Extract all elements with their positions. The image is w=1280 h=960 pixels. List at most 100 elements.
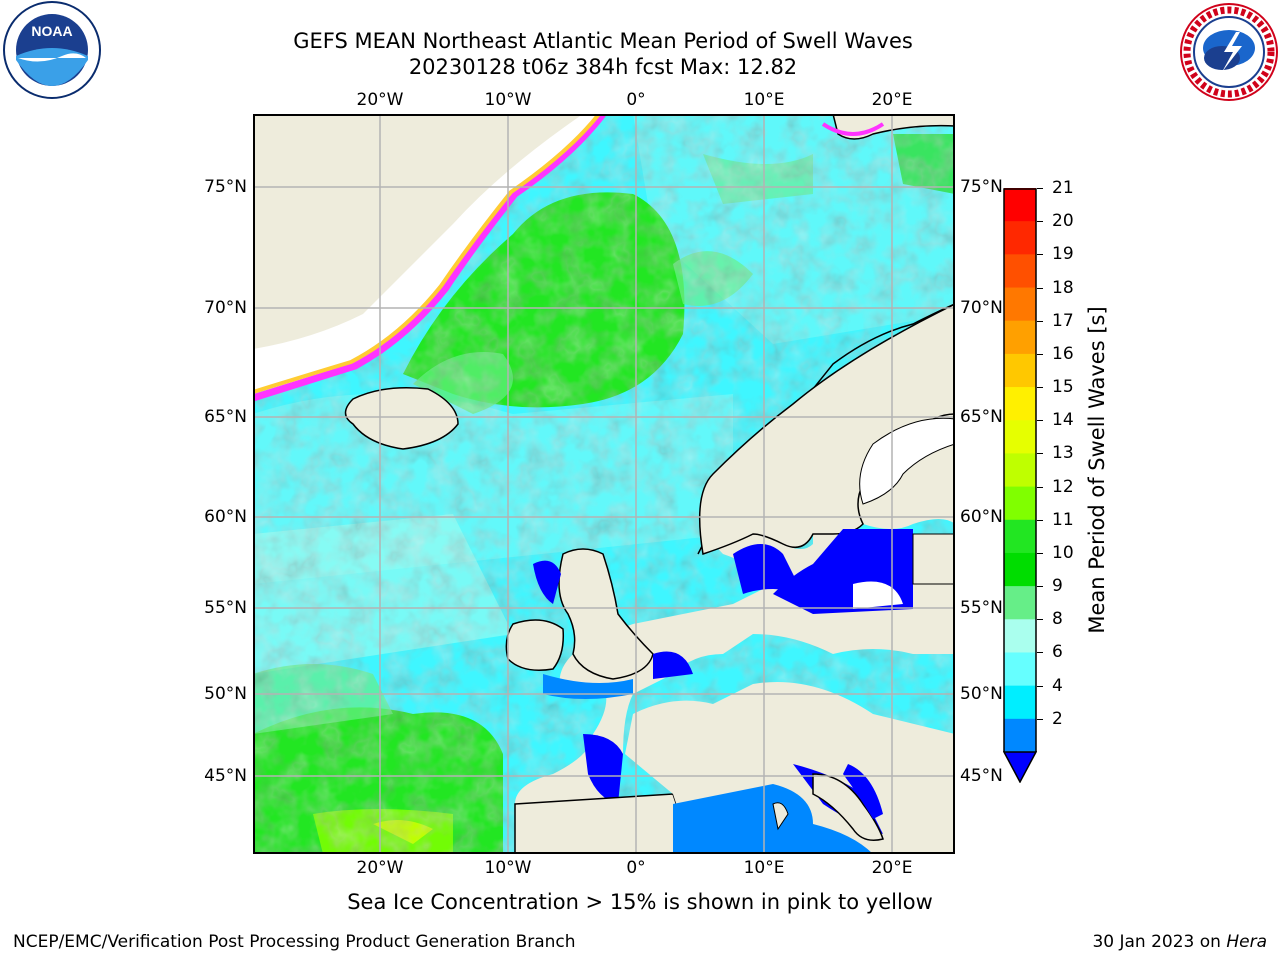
noaa-logo-text: NOAA	[31, 23, 72, 39]
land-great-britain	[558, 548, 654, 680]
colorbar-tick-mark	[1037, 486, 1043, 488]
colorbar-tick-label: 12	[1052, 476, 1074, 497]
colorbar-tick-mark	[1037, 420, 1043, 422]
colorbar-segment	[1004, 254, 1036, 289]
lon-tick-top: 20°W	[356, 90, 404, 110]
colorbar-tick-label: 16	[1052, 343, 1074, 364]
colorbar-segment	[1004, 353, 1036, 388]
colorbar-segment	[1004, 552, 1036, 587]
colorbar-segment	[1004, 685, 1036, 720]
footer-date: 30 Jan 2023 on	[1092, 932, 1227, 952]
colorbar-segment	[1004, 320, 1036, 355]
graticule	[253, 114, 955, 854]
colorbar-tick-label: 10	[1052, 542, 1074, 563]
colorbar-tick-mark	[1037, 519, 1043, 521]
colorbar-tick-mark	[1037, 453, 1043, 455]
colorbar-tick-label: 11	[1052, 509, 1074, 530]
footer-timestamp: 30 Jan 2023 on Hera	[1092, 932, 1267, 952]
map-panel	[253, 114, 955, 854]
sea-ice-note: Sea Ice Concentration > 15% is shown in …	[347, 890, 933, 914]
map-plot	[253, 114, 955, 854]
colorbar-segment	[1004, 718, 1036, 753]
lat-tick-left: 65°N	[204, 407, 247, 427]
colorbar-segment	[1004, 287, 1036, 322]
colorbar-tick-mark	[1037, 652, 1043, 654]
colorbar-tick-mark	[1037, 254, 1043, 256]
footer-host: Hera	[1226, 932, 1267, 952]
colorbar-tick-mark	[1037, 619, 1043, 621]
lon-tick-bottom: 10°W	[484, 858, 532, 878]
colorbar-segment	[1004, 519, 1036, 554]
lon-tick-top: 10°E	[743, 90, 785, 110]
chart-title-line2: 20230128 t06z 384h fcst Max: 12.82	[408, 55, 798, 79]
colorbar-tick-label: 14	[1052, 410, 1074, 431]
colorbar-tick-label: 19	[1052, 244, 1074, 265]
colorbar-tick-label: 18	[1052, 277, 1074, 298]
lat-tick-right: 70°N	[960, 298, 1003, 318]
colorbar-tick-label: 21	[1052, 178, 1074, 198]
land-ireland	[505, 619, 565, 671]
lon-tick-bottom: 0°	[626, 858, 646, 878]
colorbar-tick-label: 17	[1052, 310, 1074, 331]
colorbar-label: Mean Period of Swell Waves [s]	[1085, 306, 1109, 634]
noaa-logo: NOAA	[0, 0, 104, 104]
colorbar-ticks: 21 20 19 18 17 16 15 14 13 12 11 10 9 8 6 4 2	[1037, 178, 1092, 778]
colorbar-tick-mark	[1037, 221, 1043, 223]
colorbar-tick-mark	[1037, 387, 1043, 389]
colorbar-segment	[1004, 387, 1036, 421]
lat-tick-left: 75°N	[204, 177, 247, 197]
mediterranean-low-period	[673, 784, 873, 854]
lon-tick-bottom: 20°W	[356, 858, 404, 878]
lon-tick-bottom: 20°E	[871, 858, 913, 878]
colorbar-tick-label: 8	[1052, 609, 1063, 630]
colorbar-tick-mark	[1037, 188, 1043, 189]
nws-logo	[1178, 2, 1280, 102]
lat-tick-right: 60°N	[960, 507, 1003, 527]
colorbar-tick-mark	[1037, 552, 1043, 554]
colorbar-tick-label: 15	[1052, 377, 1074, 398]
lat-tick-right: 45°N	[960, 766, 1003, 786]
chart-title-line1: GEFS MEAN Northeast Atlantic Mean Period…	[293, 29, 913, 53]
colorbar-tick-mark	[1037, 718, 1043, 720]
colorbar-tick-mark	[1037, 586, 1043, 588]
colorbar-tick-mark	[1037, 287, 1043, 289]
colorbar	[1003, 188, 1037, 783]
colorbar-segment	[1004, 188, 1036, 222]
colorbar-segment	[1004, 486, 1036, 521]
footer-credit: NCEP/EMC/Verification Post Processing Pr…	[13, 932, 576, 952]
lon-tick-top: 10°W	[484, 90, 532, 110]
colorbar-segment	[1004, 420, 1036, 454]
lon-tick-top: 20°E	[871, 90, 913, 110]
noaa-logo-icon: NOAA	[3, 1, 101, 99]
lat-tick-right: 50°N	[960, 684, 1003, 704]
lat-tick-right: 75°N	[960, 177, 1003, 197]
land-iberia	[514, 793, 694, 854]
colorbar-tick-label: 13	[1052, 443, 1074, 464]
lat-tick-right: 55°N	[960, 598, 1003, 618]
colorbar-tick-mark	[1037, 320, 1043, 322]
colorbar-under-arrow	[1003, 751, 1037, 783]
colorbar-tick-label: 6	[1052, 642, 1063, 663]
nws-logo-icon	[1180, 3, 1278, 101]
map-frame	[253, 114, 955, 854]
colorbar-tick-label: 20	[1052, 211, 1074, 232]
colorbar-tick-label: 2	[1052, 708, 1063, 729]
lat-tick-left: 70°N	[204, 298, 247, 318]
lat-tick-left: 55°N	[204, 598, 247, 618]
colorbar-segment	[1004, 652, 1036, 687]
colorbar-segment	[1004, 453, 1036, 488]
colorbar-tick-mark	[1037, 353, 1043, 355]
lat-tick-left: 60°N	[204, 507, 247, 527]
colorbar-segment	[1004, 221, 1036, 255]
colorbar-segment	[1004, 619, 1036, 653]
land-iceland	[344, 387, 459, 450]
colorbar-scale	[1003, 188, 1037, 783]
lat-tick-left: 50°N	[204, 684, 247, 704]
sea-ice-edge	[253, 114, 606, 402]
colorbar-tick-mark	[1037, 685, 1043, 687]
colorbar-tick-label: 9	[1052, 576, 1063, 597]
lon-tick-top: 0°	[626, 90, 646, 110]
lon-tick-bottom: 10°E	[743, 858, 785, 878]
lat-tick-right: 65°N	[960, 407, 1003, 427]
lat-tick-left: 45°N	[204, 766, 247, 786]
